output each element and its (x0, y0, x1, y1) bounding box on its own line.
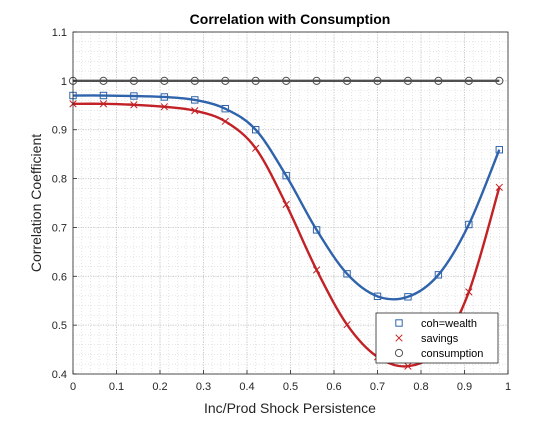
y-tick-label: 0.7 (52, 222, 67, 234)
data-point-marker (342, 76, 352, 85)
data-point-marker (312, 76, 321, 85)
y-tick-label: 0.6 (52, 271, 67, 283)
data-point-marker (99, 100, 108, 108)
x-tick-label: 0.5 (283, 381, 298, 393)
data-point-marker (495, 76, 504, 85)
data-point-marker (282, 76, 291, 85)
legend-label: coh=wealth (421, 318, 477, 330)
data-point-marker (190, 76, 199, 85)
data-point-marker (252, 144, 260, 152)
data-point-marker (160, 76, 169, 85)
data-point-marker (129, 76, 138, 85)
data-point-marker (99, 91, 108, 100)
x-tick-label: 0 (70, 381, 76, 393)
x-axis-label: Inc/Prod Shock Persistence (204, 400, 376, 416)
data-point-marker (312, 266, 321, 274)
y-tick-label: 1 (61, 76, 67, 88)
data-point-marker (160, 103, 169, 111)
data-point-marker (434, 271, 443, 279)
x-tick-label: 0.8 (413, 381, 428, 393)
legend-box (375, 312, 499, 364)
data-point-marker (191, 96, 199, 104)
data-point-marker (495, 183, 503, 192)
data-point-marker (160, 93, 169, 101)
data-point-marker (130, 92, 138, 100)
x-tick-label: 0.7 (370, 381, 385, 393)
data-point-marker (282, 200, 290, 209)
x-tick-label: 0.6 (326, 381, 341, 393)
data-point-marker (373, 76, 382, 85)
legend: coh=wealth savings consumption (375, 312, 499, 364)
legend-marker (395, 334, 403, 342)
y-tick-label: 0.4 (52, 369, 67, 381)
data-point-marker (221, 105, 229, 113)
chart-title: Correlation with Consumption (190, 11, 391, 27)
data-point-marker (221, 76, 230, 85)
legend-marker (394, 348, 404, 358)
data-point-marker (221, 117, 229, 126)
x-tick-label: 0.1 (109, 381, 124, 393)
x-tick-label: 0.4 (239, 381, 254, 393)
data-point-marker (404, 362, 412, 370)
x-tick-label: 0.2 (152, 381, 167, 393)
data-point-marker (495, 146, 504, 154)
legend-label: consumption (421, 348, 483, 360)
y-tick-label: 0.9 (52, 125, 67, 137)
data-point-marker (312, 226, 321, 234)
data-point-marker (282, 171, 290, 180)
data-point-marker (130, 101, 138, 109)
data-point-marker (343, 270, 351, 278)
x-tick-label: 0.3 (196, 381, 211, 393)
y-tick-label: 1.1 (52, 27, 67, 39)
data-point-marker (191, 107, 199, 115)
y-tick-label: 0.8 (52, 174, 67, 186)
y-axis-label: Correlation Coefficient (28, 134, 44, 272)
data-point-marker (99, 76, 108, 85)
data-point-marker (464, 76, 473, 85)
y-tick-label: 0.5 (52, 320, 67, 332)
data-point-marker (252, 126, 260, 134)
legend-label: savings (421, 333, 459, 345)
data-point-marker (434, 76, 443, 85)
data-point-marker (465, 288, 473, 296)
legend-marker (395, 319, 403, 327)
data-point-marker (465, 220, 473, 229)
x-tick-label: 1 (505, 381, 511, 393)
data-point-marker (343, 321, 351, 329)
data-point-marker (373, 292, 382, 301)
x-tick-label: 0.9 (457, 381, 472, 393)
ticks: 0 0.1 0.2 0.3 0.4 0.5 0.6 0.7 0.8 0.9 1 0.4 0.5 0.6 0.… (52, 27, 511, 393)
data-point-marker (403, 76, 413, 85)
data-point-marker (404, 293, 412, 301)
data-point-marker (251, 76, 260, 85)
series-line (72, 94, 501, 301)
